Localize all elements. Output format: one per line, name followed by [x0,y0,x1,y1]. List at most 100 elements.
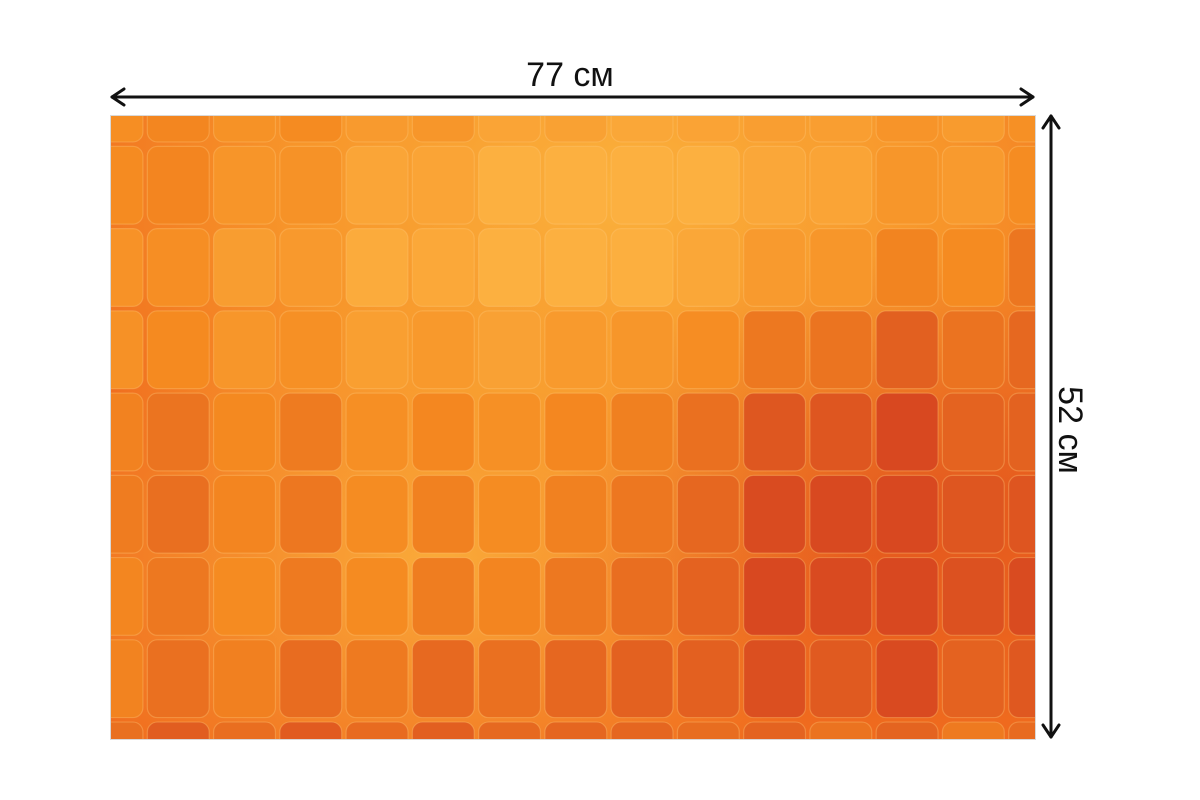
mosaic-pattern [111,116,1035,739]
mosaic-tile [478,310,542,390]
mosaic-tile [111,556,144,636]
mosaic-tile [279,474,343,554]
mosaic-tile [875,228,939,307]
mosaic-tile [212,392,277,472]
mosaic-tile [212,639,277,719]
mosaic-tile [1008,310,1035,390]
mosaic-tile [146,116,210,143]
mosaic-tile [544,721,608,739]
mosaic-tile [809,721,873,739]
mosaic-tile [941,116,1005,143]
mosaic-tile [411,474,475,554]
mosaic-tile [345,145,409,225]
height-dimension-label: 52 см [1051,386,1089,474]
mosaic-tile [941,228,1005,307]
mosaic-tile [809,116,873,143]
mosaic-tile [478,556,542,636]
mosaic-tile [676,145,740,225]
mosaic-tile [279,116,343,143]
mosaic-tile [111,639,144,719]
mosaic-tile [743,721,807,739]
mosaic-tile [279,639,343,719]
mosaic-tile [1008,145,1035,225]
mosaic-tile [111,116,144,143]
mosaic-tile [411,639,475,719]
mosaic-tile [1008,556,1035,636]
mosaic-tile [544,639,608,719]
mosaic-tile [146,228,210,307]
mosaic-tile [279,228,343,307]
mosaic-tile [809,556,873,636]
mosaic-tile [610,639,674,719]
mosaic-tile [941,721,1005,739]
mosaic-tile [345,228,409,307]
mosaic-tile [279,145,343,225]
mosaic-tile [146,392,210,472]
mosaic-tile [478,474,542,554]
mosaic-tile [809,228,873,307]
mosaic-tile [1008,639,1035,719]
mosaic-tile [345,721,409,739]
mosaic-tile [875,474,939,554]
mosaic-tile [212,310,277,390]
mosaic-tile [610,228,674,307]
mosaic-tile [478,721,542,739]
mosaic-tile [345,310,409,390]
mosaic-tile [743,474,807,554]
mosaic-tile [676,392,740,472]
mosaic-tile [610,392,674,472]
mosaic-tile [1008,721,1035,739]
mosaic-tile [146,556,210,636]
mosaic-tile [875,145,939,225]
mosaic-tile [111,721,144,739]
mosaic-tile [478,392,542,472]
mosaic-tile [544,145,608,225]
mosaic-tile [411,721,475,739]
mosaic-tile [212,474,277,554]
mosaic-tile [146,310,210,390]
product-mat [110,115,1036,740]
mosaic-tile [411,310,475,390]
mosaic-tile [544,228,608,307]
mosaic-tile [146,145,210,225]
mosaic-tile [809,474,873,554]
mosaic-tile [544,392,608,472]
mosaic-tile [111,474,144,554]
mosaic-tile [875,392,939,472]
mosaic-tile [743,116,807,143]
mosaic-tile [809,392,873,472]
mosaic-tile [743,556,807,636]
mosaic-tile [875,639,939,719]
mosaic-tile [345,556,409,636]
mosaic-tile [941,639,1005,719]
mosaic-tile [1008,392,1035,472]
mosaic-tile [212,116,277,143]
mosaic-tile [279,556,343,636]
mosaic-tile [345,639,409,719]
mosaic-tile [212,145,277,225]
width-dimension-label: 77 см [526,56,614,94]
mosaic-tile [610,145,674,225]
mosaic-tile [345,392,409,472]
mosaic-tile [146,721,210,739]
mosaic-tile [809,639,873,719]
mosaic-tile [411,228,475,307]
mosaic-tile [1008,474,1035,554]
mosaic-tile [875,556,939,636]
mosaic-tile [411,145,475,225]
mosaic-tile [212,721,277,739]
mosaic-tile [478,228,542,307]
mosaic-tile [676,310,740,390]
mosaic-tile [610,556,674,636]
mosaic-tile [610,116,674,143]
mosaic-tile [111,392,144,472]
mosaic-tile [212,556,277,636]
mosaic-tile [411,116,475,143]
mosaic-tile [676,474,740,554]
mosaic-tile [478,116,542,143]
mosaic-tile [875,310,939,390]
mosaic-tile [676,556,740,636]
mosaic-tile [743,392,807,472]
mosaic-tile [146,474,210,554]
mosaic-tile [743,228,807,307]
